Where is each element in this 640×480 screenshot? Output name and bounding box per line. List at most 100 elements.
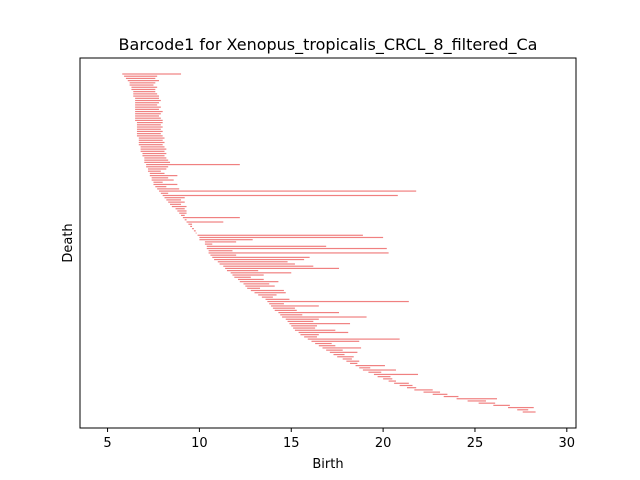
barcode-bar: [122, 73, 182, 75]
barcode-bar: [140, 148, 167, 150]
barcode-bar: [135, 102, 159, 104]
barcode-bar: [171, 205, 187, 208]
barcode-bar: [258, 294, 277, 296]
barcode-bar: [147, 170, 161, 172]
barcode-bar: [190, 225, 193, 228]
barcode-bar: [133, 93, 158, 95]
barcode-bar: [493, 404, 510, 406]
barcode-bar: [153, 181, 163, 183]
barcode-bar: [298, 331, 349, 334]
barcode-bar: [155, 186, 167, 188]
barcode-bar: [208, 250, 233, 252]
barcode-bar: [181, 214, 185, 216]
barcode-bar: [388, 380, 396, 382]
barcode-bar: [280, 314, 303, 316]
barcode-bar: [456, 398, 497, 400]
barcode-bar: [217, 261, 288, 263]
barcode-bar: [311, 340, 360, 342]
barcode-bar: [232, 274, 264, 276]
barcode-bar: [136, 124, 161, 126]
barcode-bar: [329, 351, 358, 353]
barcode-bar: [133, 95, 159, 97]
barcode-bar: [432, 393, 448, 395]
barcode-bar: [307, 338, 400, 340]
barcode-bar: [138, 137, 165, 139]
barcode-bar: [135, 99, 161, 102]
barcode-bar: [157, 188, 180, 190]
x-tick-label: 15: [283, 436, 300, 451]
barcode-bar: [136, 133, 161, 135]
barcode-bar: [149, 175, 178, 177]
barcode-bar: [243, 283, 270, 285]
barcode-bar: [291, 325, 317, 327]
barcode-bar: [136, 128, 161, 130]
barcode-bar: [146, 163, 240, 166]
barcode-bar: [182, 216, 240, 219]
barcode-bar: [135, 117, 161, 119]
barcode-bar: [214, 258, 305, 261]
barcode-bar: [149, 172, 165, 175]
barcode-bar: [151, 179, 174, 181]
x-axis-ticks: 5 10 15 20 25 30: [103, 428, 575, 451]
barcode-bar: [282, 316, 367, 318]
barcode-bar: [160, 192, 169, 194]
barcode-bar: [289, 323, 351, 325]
barcode-bar: [153, 183, 178, 186]
x-tick-label: 10: [191, 436, 208, 451]
barcode-bar: [300, 334, 319, 336]
barcode-bar: [127, 80, 159, 82]
barcode-bar: [179, 212, 187, 214]
barcode-bar: [158, 190, 417, 192]
barcode-bar: [133, 91, 156, 93]
barcode-bar: [293, 327, 316, 329]
barcode-bar: [210, 254, 237, 256]
barcode-bar: [225, 267, 340, 270]
barcode-bar: [135, 97, 159, 99]
barcode-bar: [522, 411, 536, 413]
barcode-bar: [151, 177, 169, 179]
barcode-bar: [318, 345, 336, 347]
barcode-bar: [272, 307, 295, 309]
barcode-bar: [373, 373, 419, 376]
barcode-bar: [377, 376, 391, 378]
barcode-bar: [219, 263, 295, 265]
barcode-bar: [368, 371, 382, 373]
barcode-bar: [261, 296, 273, 298]
barcode-bar: [223, 265, 314, 267]
barcode-bar: [342, 358, 352, 360]
barcode-bar: [170, 203, 182, 205]
barcode-bar: [144, 159, 169, 161]
barcode-bar: [333, 353, 345, 356]
barcode-bar: [399, 384, 413, 387]
x-axis-label: Birth: [312, 457, 343, 472]
barcode-bar: [234, 276, 251, 278]
barcode-bar: [304, 336, 317, 338]
barcode-bar: [204, 243, 213, 245]
barcode-bar: [136, 122, 163, 124]
barcode-bar: [140, 146, 165, 148]
barcode-bar: [406, 387, 417, 389]
barcode-bar: [168, 201, 185, 203]
x-tick-label: 5: [103, 436, 111, 451]
barcode-bar: [265, 298, 290, 300]
barcode-bar: [188, 223, 193, 225]
barcode-bar: [129, 84, 154, 86]
barcode-bar: [245, 285, 275, 287]
barcode-bar: [285, 318, 319, 320]
barcode-bar: [271, 305, 319, 307]
barcode-bar: [140, 150, 165, 152]
barcode-bar: [192, 228, 194, 230]
barcode-bar: [199, 236, 384, 239]
barcode-bar: [142, 152, 167, 155]
barcode-bar: [359, 367, 371, 369]
barcode-bar: [135, 113, 161, 115]
x-tick-label: 20: [375, 436, 392, 451]
barcode-bar: [135, 104, 158, 106]
barcode-bar: [206, 247, 387, 250]
barcode-bar: [147, 168, 167, 170]
barcode-bar: [346, 360, 360, 362]
barcode-bar: [274, 309, 297, 311]
barcode-bar: [146, 166, 169, 168]
barcode-bar: [135, 110, 163, 113]
